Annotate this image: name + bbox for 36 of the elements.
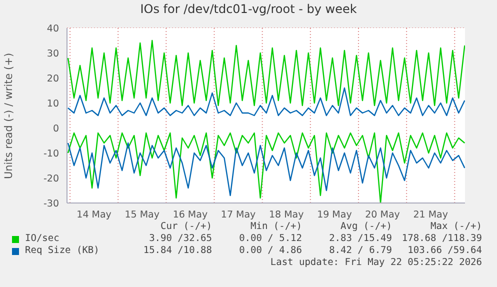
- x-tick-label: 14 May: [76, 210, 112, 221]
- y-tick-label: -30: [43, 198, 59, 210]
- y-tick-label: 30: [46, 48, 59, 60]
- legend-label: IO/sec: [25, 233, 60, 245]
- text: 103.66 /59.64: [406, 245, 482, 257]
- x-tick-label: 17 May: [220, 210, 256, 221]
- legend-label: Req Size (KB): [25, 245, 100, 257]
- text: Min (-/+): [250, 221, 302, 233]
- y-tick-label: 0: [52, 123, 59, 134]
- x-tick-label: 15 May: [124, 210, 160, 221]
- line-series: [67, 87, 465, 116]
- text: Max (-/+): [430, 221, 482, 233]
- text: 178.68 /118.39: [400, 233, 482, 245]
- text: 3.90 /32.65: [148, 233, 212, 245]
- text: Avg (-/+): [340, 221, 392, 233]
- chart-title: IOs for /dev/tdc01-vg/root - by week: [139, 2, 358, 16]
- x-tick-label: 19 May: [317, 210, 352, 221]
- y-tick-label: -10: [43, 148, 59, 160]
- y-tick-label: 10: [46, 98, 59, 110]
- line-series: [67, 142, 465, 196]
- line-series: [67, 40, 465, 106]
- x-tick-label: 20 May: [365, 210, 400, 221]
- text: 0.00 / 4.86: [238, 245, 302, 257]
- x-tick-label: 18 May: [268, 210, 304, 221]
- text: 2.83 /15.49: [328, 233, 392, 245]
- y-tick-label: 40: [46, 23, 59, 34]
- text: 0.00 / 5.12: [238, 233, 302, 245]
- y-axis-title: Units read (-) / write (+): [3, 52, 15, 179]
- x-tick-label: 21 May: [413, 210, 448, 221]
- x-tick-label: 16 May: [172, 210, 208, 221]
- text: 8.42 / 6.79: [328, 245, 392, 257]
- text: Last update: Fri May 22 05:25:22 2026: [269, 257, 482, 269]
- y-tick-label: 20: [46, 73, 59, 84]
- text: Cur (-/+): [160, 221, 212, 233]
- text: 15.84 /10.88: [142, 245, 212, 257]
- y-tick-label: -20: [43, 173, 59, 184]
